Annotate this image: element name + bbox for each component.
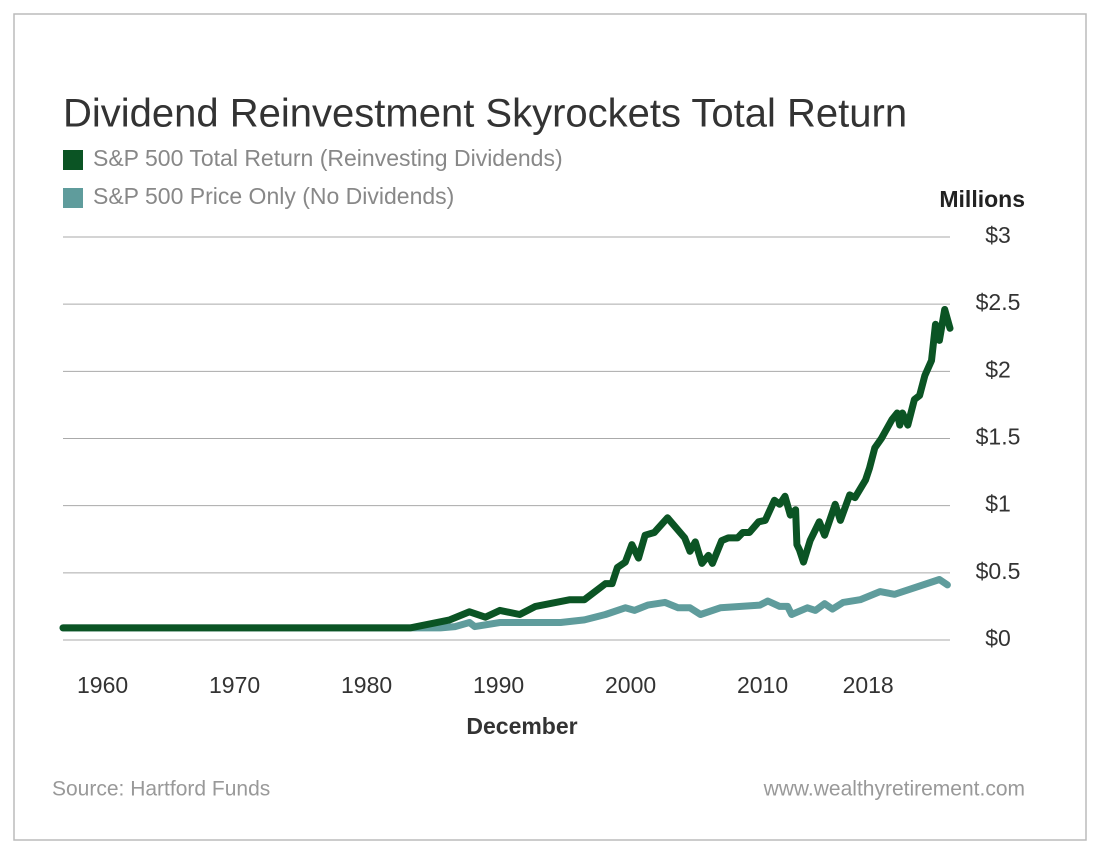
x-tick-label: 1960 xyxy=(77,672,128,698)
y-tick-label: $1 xyxy=(985,491,1011,517)
x-axis-label: December xyxy=(466,713,577,739)
x-tick-label: 1970 xyxy=(209,672,260,698)
legend-label: S&P 500 Total Return (Reinvesting Divide… xyxy=(93,145,563,171)
x-tick-label: 2010 xyxy=(737,672,788,698)
series-line xyxy=(59,306,954,632)
y-tick-label: $3 xyxy=(985,222,1011,248)
x-tick-label: 1980 xyxy=(341,672,392,698)
y-tick-label: $0 xyxy=(985,625,1011,651)
y-tick-label: $2 xyxy=(985,356,1011,382)
source: Source: Hartford Funds xyxy=(52,778,270,801)
y-axis-label: Millions xyxy=(939,186,1025,212)
series-line xyxy=(59,576,951,632)
chart-title: Dividend Reinvestment Skyrockets Total R… xyxy=(63,92,907,136)
x-tick-label: 2000 xyxy=(605,672,656,698)
y-tick-label: $0.5 xyxy=(976,558,1021,584)
x-tick-label: 1990 xyxy=(473,672,524,698)
y-tick-label: $1.5 xyxy=(976,424,1021,450)
y-tick-label: $2.5 xyxy=(976,289,1021,315)
website: www.wealthyretirement.com xyxy=(763,778,1025,801)
legend-swatch xyxy=(63,150,83,170)
x-tick-label: 2018 xyxy=(843,672,894,698)
legend-swatch xyxy=(63,188,83,208)
legend-label: S&P 500 Price Only (No Dividends) xyxy=(93,183,454,209)
